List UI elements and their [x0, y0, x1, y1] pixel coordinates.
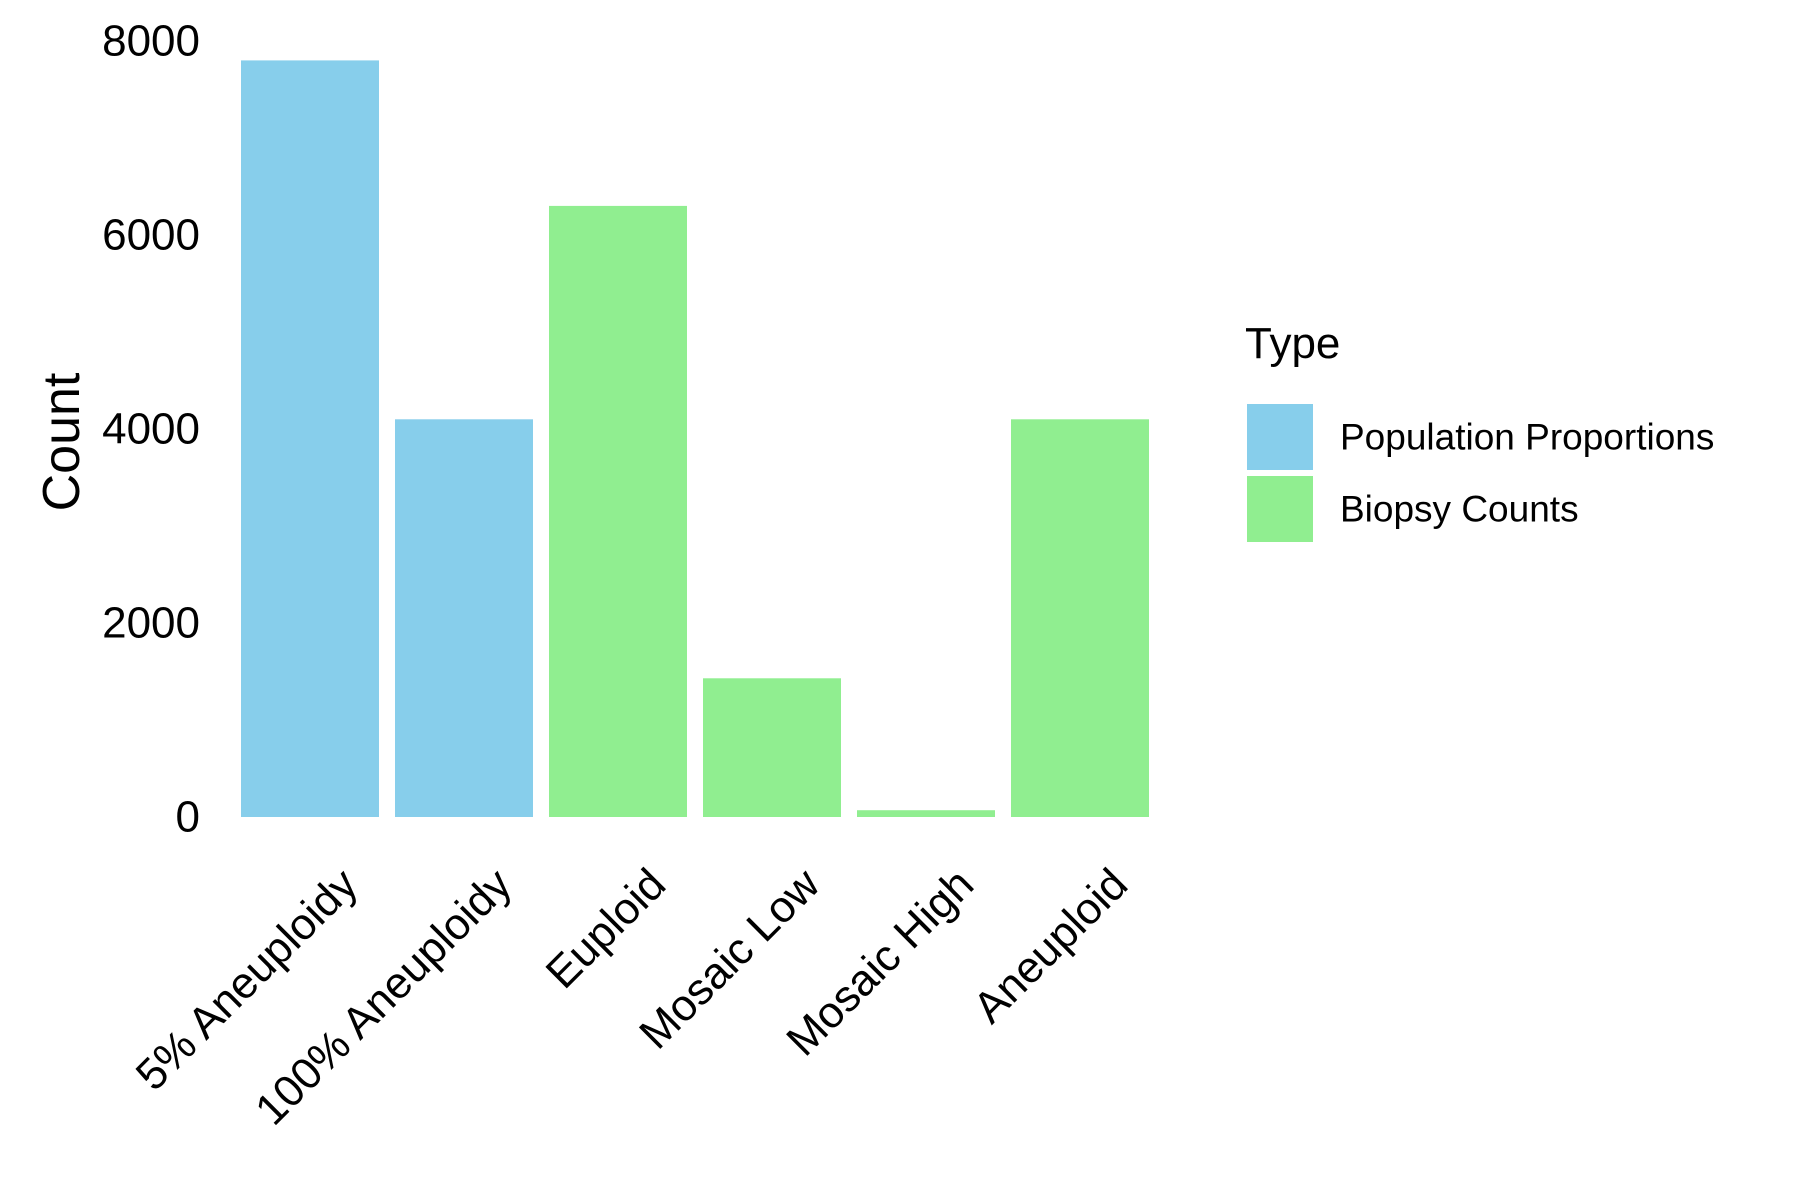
y-tick-label: 2000: [102, 599, 200, 648]
bar-euploid: [549, 205, 687, 817]
bar-mosaic-high: [857, 810, 995, 817]
y-tick-label: 4000: [102, 405, 200, 454]
legend-key: [1247, 476, 1313, 542]
y-tick-label: 0: [176, 793, 200, 842]
bars-group: [241, 60, 1149, 817]
x-tick-label: Euploid: [537, 859, 675, 997]
legend-label: Population Proportions: [1340, 417, 1714, 458]
y-tick-label: 8000: [102, 17, 200, 66]
legend: Type Population Proportions Biopsy Counts: [1245, 319, 1714, 542]
legend-label: Biopsy Counts: [1340, 489, 1579, 530]
bar-aneuploid: [1011, 419, 1149, 817]
y-tick-label: 6000: [102, 211, 200, 260]
x-tick-label: Aneuploid: [964, 859, 1137, 1032]
legend-key: [1247, 404, 1313, 470]
bar-5-aneuploidy: [241, 60, 379, 817]
x-tick-label: 100% Aneuploidy: [246, 859, 521, 1134]
y-axis-title: Count: [33, 372, 91, 511]
bar-100-aneuploidy: [395, 419, 533, 817]
y-axis-ticks: 0 2000 4000 6000 8000: [102, 17, 200, 842]
bar-mosaic-low: [703, 678, 841, 817]
legend-title: Type: [1245, 319, 1340, 368]
